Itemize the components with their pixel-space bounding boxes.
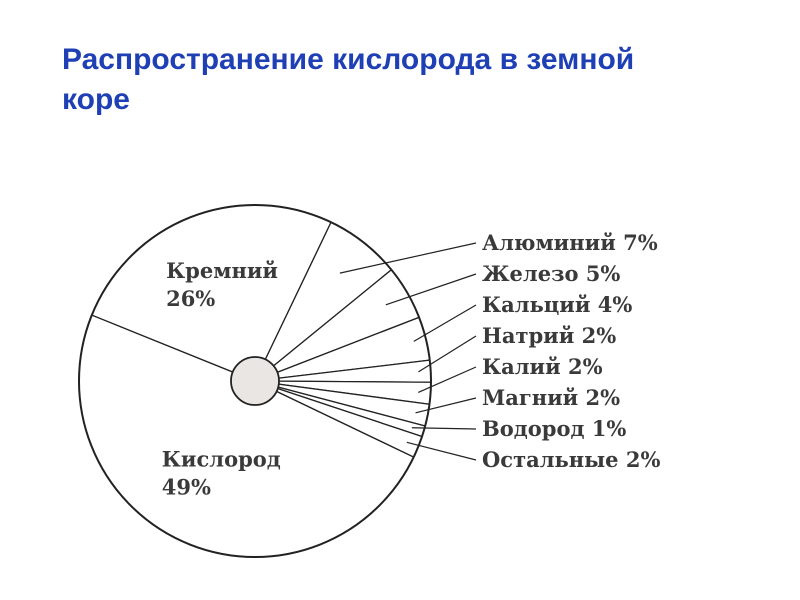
callout-lines bbox=[339, 242, 477, 461]
pie-slices bbox=[78, 204, 432, 558]
slice-labels: Кислород 49% Кремний 26% Алюминий 7% Железо 5… bbox=[162, 230, 661, 499]
callout-line-остальные bbox=[406, 441, 477, 461]
callout-label-кальций: Кальций 4% bbox=[482, 292, 632, 317]
callout-label-железо: Железо 5% bbox=[482, 261, 620, 286]
pie-outline bbox=[78, 204, 432, 558]
callout-label-остальные: Остальные 2% bbox=[482, 447, 660, 472]
callout-line-кальций bbox=[413, 304, 477, 342]
slice-label-кремний: Кремний bbox=[166, 258, 278, 283]
callout-line-натрий bbox=[418, 335, 477, 373]
callout-label-алюминий: Алюминий 7% bbox=[482, 230, 658, 255]
callout-label-магний: Магний 2% bbox=[482, 385, 620, 410]
callout-label-водород: Водород 1% bbox=[482, 416, 626, 441]
callout-line-калий bbox=[418, 366, 477, 393]
slice-value-кремний: 26% bbox=[166, 286, 215, 311]
callout-line-железо bbox=[385, 273, 477, 306]
slice-value-кислород: 49% bbox=[162, 474, 211, 499]
callout-line-водород bbox=[411, 427, 477, 430]
callout-label-калий: Калий 2% bbox=[482, 354, 603, 379]
slice-label-кислород: Кислород bbox=[162, 446, 281, 471]
pie-hub bbox=[230, 356, 280, 406]
callout-line-магний bbox=[415, 397, 477, 414]
page-title: Распространение кислорода в земной коре bbox=[62, 43, 635, 116]
callout-line-алюминий bbox=[339, 242, 477, 274]
callout-label-натрий: Натрий 2% bbox=[482, 323, 616, 348]
